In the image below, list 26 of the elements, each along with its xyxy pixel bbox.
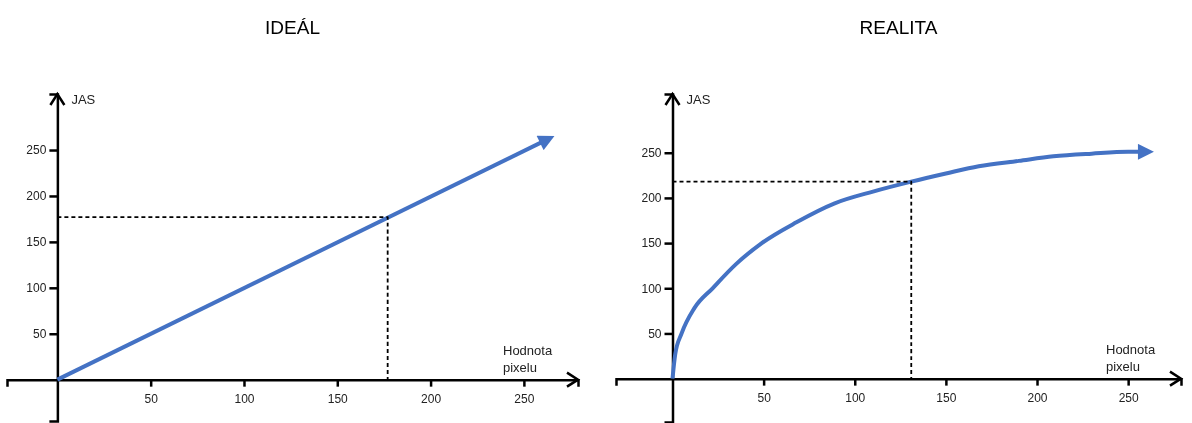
y-axis-title: JAS — [71, 92, 96, 107]
y-tick-label: 100 — [26, 281, 47, 296]
y-tick-label: 250 — [26, 143, 47, 158]
y-tick-label: 200 — [641, 191, 662, 206]
x-tick-label: 100 — [845, 390, 866, 405]
x-tick-label: 150 — [936, 390, 957, 405]
y-tick-label: 150 — [641, 236, 662, 251]
x-tick-label: 100 — [234, 391, 255, 406]
x-tick-label: 200 — [1027, 390, 1048, 405]
x-tick-label: 150 — [327, 391, 349, 406]
y-tick-label: 100 — [641, 281, 662, 296]
x-tick-label: 250 — [514, 391, 535, 406]
y-tick-label: 150 — [26, 235, 47, 250]
x-axis-title: Hodnota pixelu — [1106, 341, 1156, 374]
y-tick-label: 250 — [641, 146, 662, 161]
x-tick-label: 50 — [144, 391, 159, 406]
y-tick-label: 50 — [648, 326, 662, 341]
x-tick-label: 250 — [1118, 390, 1139, 405]
x-axis-title: Hodnota pixelu — [503, 342, 553, 375]
y-tick-label: 200 — [26, 189, 47, 204]
x-tick-label: 50 — [757, 390, 772, 405]
y-axis-title: JAS — [686, 92, 711, 107]
chart-title: REALITA — [859, 17, 938, 38]
chart-title: IDEÁL — [265, 17, 320, 38]
y-tick-label: 50 — [33, 327, 47, 342]
x-tick-label: 200 — [421, 391, 442, 406]
